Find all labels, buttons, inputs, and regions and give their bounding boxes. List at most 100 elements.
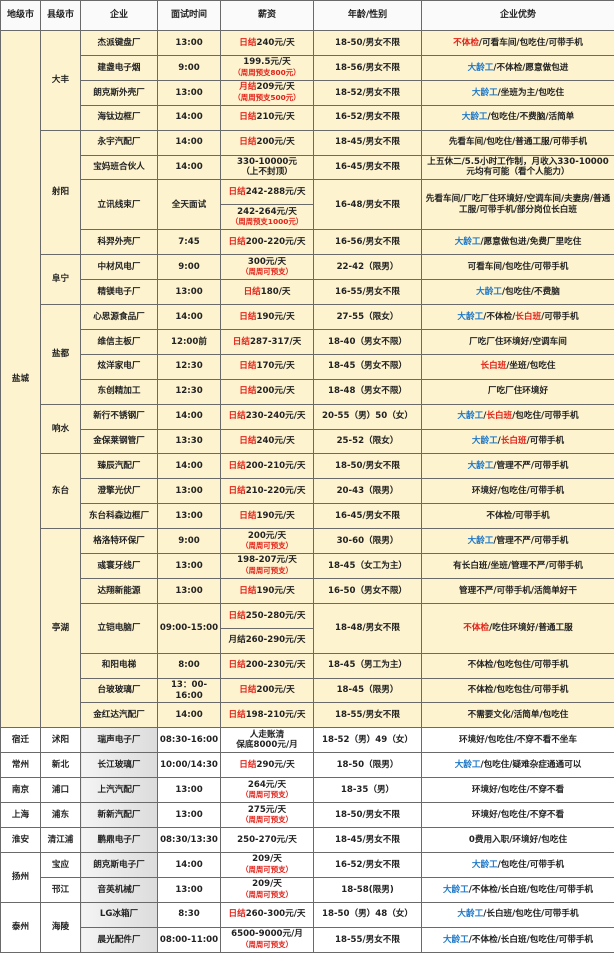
- city-cell: 盐城: [0, 29, 41, 729]
- interview-time: 13:00: [157, 503, 221, 530]
- interview-time: 14:00: [157, 129, 221, 156]
- advantage-text: 大龄工: [457, 311, 484, 322]
- advantage-text: 不体检: [453, 37, 479, 48]
- salary-text: 日结: [232, 336, 250, 347]
- salary-line: 日结200-220元/天: [222, 237, 312, 248]
- advantages-cell: 大龄工/包吃住/不费脑/活简单: [421, 104, 614, 131]
- salary-line: 日结190元/天: [222, 511, 312, 522]
- salary-text: 330-10000元: [237, 156, 297, 167]
- table-row: 常州 新北 长江玻璃厂 10:00/14:30 日结290元/天 18-50（限男） 大龄工…: [0, 752, 614, 779]
- advantages-cell: 不体检/吃住环境好/普通工服: [421, 602, 614, 654]
- advantage-text: 先看车间/厂吃厂住环境好/空调车间/夫妻房/普通工服/可带手机/部分岗位长白班: [425, 194, 611, 215]
- advantages-cell: 环境好/包吃住/可带手机: [421, 478, 614, 505]
- salary-line: 日结198-210元/天: [222, 710, 312, 721]
- salary-text: 300元/天: [247, 256, 287, 267]
- salary-text: 日结: [228, 710, 246, 721]
- age-gender: 18-45（男工为主）: [313, 652, 422, 679]
- table-row: 泰州 海陵 LG冰箱厂 8:30 日结260-300元/天 18-50（男）48（女） 大龄…: [0, 901, 614, 953]
- age-gender: 16-56/男女不限: [313, 229, 422, 256]
- table-row: 精镁电子厂 13:00 日结180/天 16-55/男女不限 大龄工/包吃住/不费脑: [1, 279, 614, 305]
- salary-cell: 6500-9000元/月 （周周可预支）: [220, 926, 314, 953]
- age-gender: 18-35（男）: [313, 777, 422, 804]
- table-row: 达翔新能源 13:00 日结190元/天 16-50（男女不限） 管理不严/可带手机/活…: [1, 577, 614, 604]
- salary-text: 日结: [239, 759, 257, 770]
- advantage-text: 厂吃厂住环境好/空调车间: [469, 336, 567, 347]
- header-row: 地级市 县级市 企业 面试时间 薪资 年龄/性别 企业优势: [0, 0, 614, 31]
- company-name: 维信主板厂: [80, 328, 158, 355]
- advantage-text: /管理不严/可带手机: [493, 461, 569, 472]
- advantages-cell: 环境好/包吃住/不穿不看: [421, 777, 614, 804]
- table-row: 盐城 大丰 杰派键盘厂 13:00 日结240元/天 18-50/男女不限 不体检/可看车间…: [0, 29, 614, 729]
- advantages-cell: 不体检/可看车间/包吃住/可带手机: [421, 30, 614, 56]
- advantage-text: /可带手机: [526, 436, 565, 447]
- salary-text: 保底8000元/月: [236, 740, 298, 751]
- salary-line: 日结242-288元/天: [222, 187, 312, 198]
- salary-text: 200-220元/天: [245, 236, 306, 247]
- advantage-text: 大龄工: [457, 411, 484, 422]
- advantages-cell: 大龄工/包吃住/可带手机: [421, 851, 614, 878]
- advantage-text: /不体检/长白班/包吃住/可带手机: [468, 934, 594, 945]
- county-cell: 清江浦: [40, 827, 81, 853]
- header-age-gender: 年龄/性别: [313, 0, 422, 31]
- interview-time: 14:00: [157, 154, 221, 181]
- company-name: 瑞声电子厂: [80, 727, 158, 754]
- salary-cell: 日结260-300元/天: [220, 901, 314, 928]
- age-gender: 18-45/男女不限: [313, 129, 422, 156]
- age-gender: 18-50/男女不限: [313, 30, 422, 56]
- salary-cell: 月结209元/天 （周周预支500元）: [220, 79, 314, 106]
- city-cell: 泰州: [0, 901, 41, 953]
- company-name: 格洛特环保厂: [80, 528, 158, 555]
- advantage-text: 大龄工: [471, 436, 498, 447]
- salary-text: 200元/天: [256, 137, 295, 148]
- salary-text: 6500-9000元/月: [231, 929, 303, 940]
- company-name: 达翔新能源: [80, 577, 158, 604]
- company-name: 杰派键盘厂: [80, 30, 158, 56]
- county-cell: 阜宁: [40, 254, 81, 305]
- advantage-text: /: [497, 436, 501, 447]
- salary-cell: 人走账清 保底8000元/月: [220, 727, 314, 754]
- age-gender: 18-52/男女不限: [313, 79, 422, 106]
- table-row: 宝妈班合伙人 14:00 330-10000元 （上不封顶） 16-45/男女不限 上五休…: [1, 154, 614, 181]
- salary-cell: 198-207元/天 （周周可预支）: [220, 553, 314, 579]
- advantages-cell: 不体检/可带手机: [421, 503, 614, 530]
- salary-text: 190元/天: [256, 510, 295, 521]
- table-row: 响水 新行不锈钢厂 14:00 日结230-240元/天 20-55（男）50（女） 大龄…: [1, 403, 614, 455]
- advantage-text: /坐班/包吃住: [506, 361, 556, 372]
- salary-text: 200元/天: [247, 530, 287, 541]
- salary-line: 200元/天: [222, 531, 312, 542]
- company-name: 科羿外壳厂: [80, 229, 158, 256]
- advantages-cell: 大龄工/愿意做包进/免费厂里吃住: [421, 229, 614, 256]
- salary-line: 330-10000元: [222, 157, 312, 168]
- salary-text: 日结: [239, 37, 257, 48]
- header-county: 县级市: [40, 0, 81, 31]
- county-cell: 响水: [40, 403, 81, 455]
- table-row: 立铠电脑厂 09:00-15:00 日结250-280元/天 18-48/男女不限 不体…: [1, 602, 614, 654]
- advantage-text: 长白班: [486, 411, 513, 422]
- salary-cell: 日结190元/天: [220, 577, 314, 604]
- company-name: 金红达汽配厂: [80, 702, 158, 729]
- salary-cell: 日结200元/天: [220, 129, 314, 156]
- advantages-cell: 不需要文化/活简单/包吃住: [421, 702, 614, 729]
- salary-text: 210-220元/天: [245, 486, 306, 497]
- company-name: 上汽汽配厂: [80, 777, 158, 804]
- salary-line: 264元/天: [222, 780, 312, 791]
- advantage-text: 环境好/包吃住/不穿不看: [471, 784, 565, 795]
- interview-time: 9:00: [157, 54, 221, 81]
- salary-text: （周周预支500元）: [233, 92, 301, 102]
- city-cell: 扬州: [0, 851, 41, 903]
- advantage-text: 大龄工: [467, 535, 494, 546]
- advantages-cell: 上五休二/5.5小时工作制，月收入330-10000元均有可能（看个人能力）: [421, 154, 614, 181]
- city-cell: 上海: [0, 802, 41, 828]
- age-gender: 16-52/男女不限: [313, 104, 422, 131]
- salary-line: 月结209元/天: [222, 82, 312, 93]
- salary-text: 190元/天: [256, 585, 295, 596]
- county-cell: 沭阳: [40, 727, 81, 754]
- salary-text: 日结: [239, 386, 257, 397]
- salary-line: 日结210元/天: [222, 112, 312, 123]
- interview-time: 14:00: [157, 104, 221, 131]
- interview-time: 13:00: [157, 30, 221, 56]
- salary-line: 日结250-280元/天: [222, 611, 312, 622]
- age-gender: 16-52/男女不限: [313, 851, 422, 878]
- salary-cell: 日结240元/天: [220, 30, 314, 56]
- interview-time: 12:00前: [157, 328, 221, 355]
